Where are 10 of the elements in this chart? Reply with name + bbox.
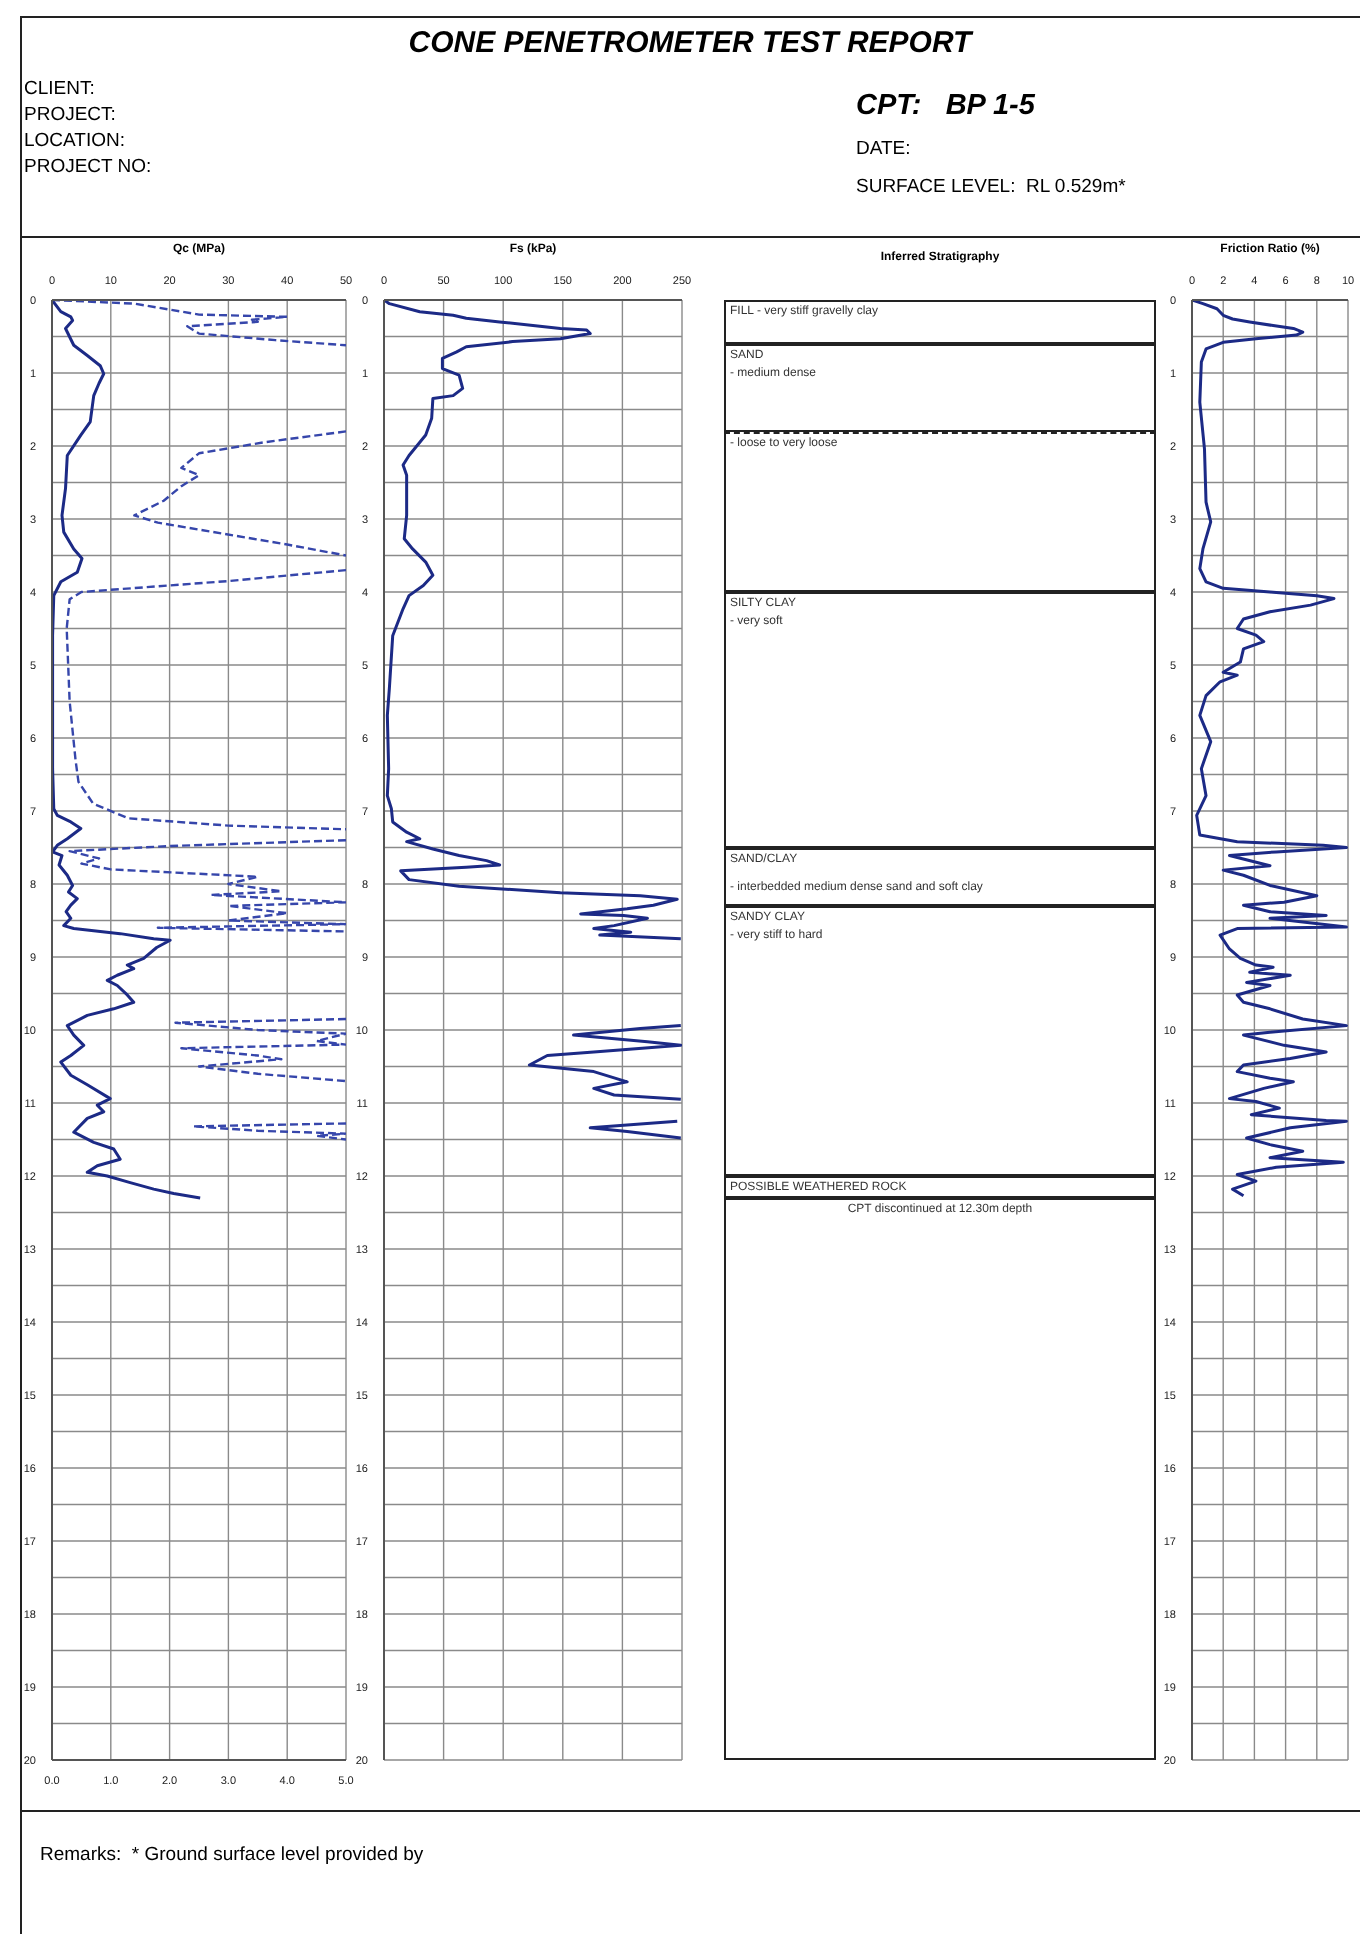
text: PROJECT: (24, 104, 116, 126)
text: PROJECT NO: (24, 156, 152, 178)
line-series (1192, 300, 1348, 1198)
text: LOCATION: (24, 130, 125, 152)
text: Remarks: * Ground surface level provided by (40, 1844, 424, 1866)
text: CLIENT: (24, 78, 95, 100)
text: CONE PENETROMETER TEST REPORT (406, 26, 976, 60)
text: DATE: (856, 138, 911, 160)
text: CPT: BP 1-5 (856, 90, 1035, 122)
text: SURFACE LEVEL: RL 0.529m* (856, 176, 1126, 198)
